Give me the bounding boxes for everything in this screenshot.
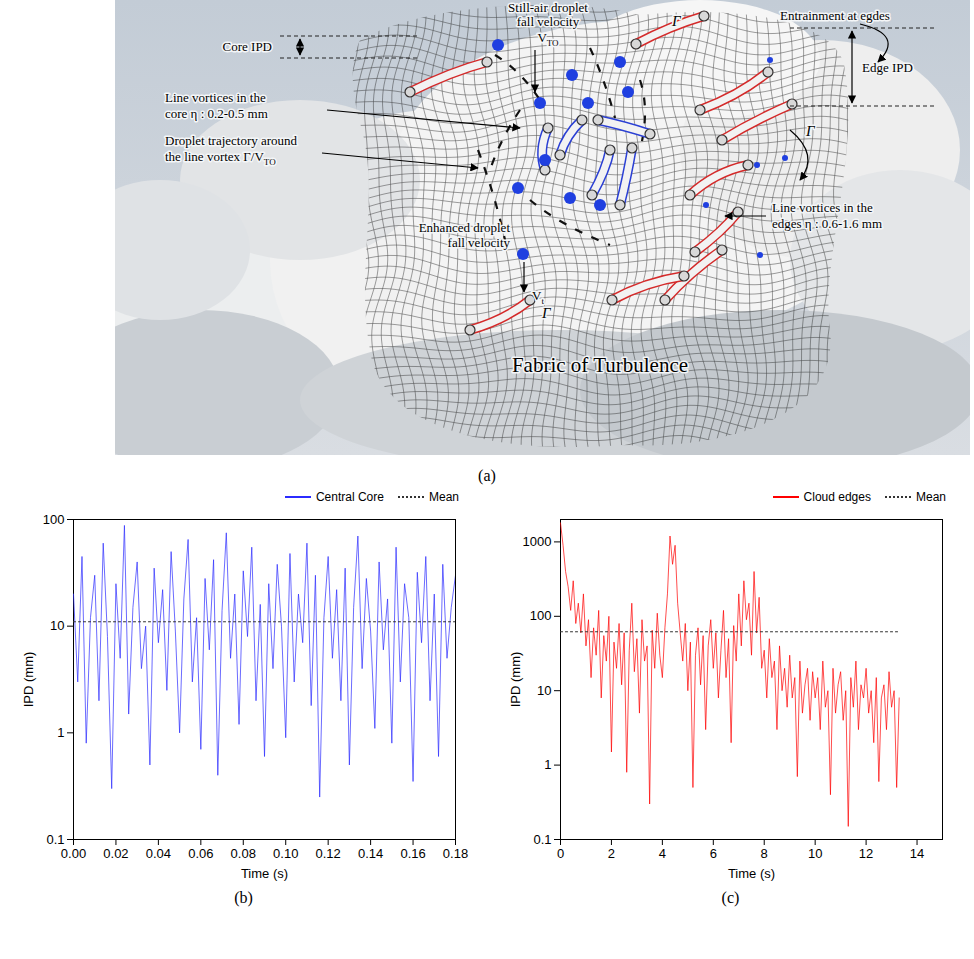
svg-text:1: 1	[544, 757, 551, 772]
svg-text:12: 12	[858, 846, 872, 861]
svg-text:Time (s): Time (s)	[727, 866, 774, 881]
svg-text:0.04: 0.04	[145, 846, 170, 861]
html-text:Central Core: Central Core	[315, 490, 384, 504]
svg-text:0.00: 0.00	[60, 846, 85, 861]
svg-text:0.02: 0.02	[103, 846, 128, 861]
svg-text:Enhanced droplet: Enhanced droplet	[419, 220, 511, 235]
svg-text:Time (s): Time (s)	[240, 866, 287, 881]
html-text:(c): (c)	[721, 889, 740, 906]
svg-text:IPD (mm): IPD (mm)	[507, 652, 522, 708]
svg-text:Core IPD: Core IPD	[223, 39, 272, 54]
svg-text:fall velocity: fall velocity	[448, 235, 511, 250]
svg-text:0.16: 0.16	[400, 846, 425, 861]
svg-text:fall velocity: fall velocity	[517, 14, 580, 29]
svg-text:6: 6	[709, 846, 716, 861]
svg-text:VTO: VTO	[537, 30, 559, 48]
svg-text:4: 4	[658, 846, 665, 861]
svg-text:edges η : 0.6-1.6 mm: edges η : 0.6-1.6 mm	[772, 216, 882, 231]
html-text:(b): (b)	[234, 889, 253, 906]
svg-text:0.1: 0.1	[46, 832, 64, 847]
svg-text:2: 2	[607, 846, 614, 861]
svg-text:Droplet trajectory around: Droplet trajectory around	[165, 133, 298, 148]
svg-text:the line vortex Γ/VTO: the line vortex Γ/VTO	[165, 149, 276, 167]
svg-text:100: 100	[529, 608, 551, 623]
svg-text:Γ: Γ	[805, 123, 816, 139]
svg-text:0.18: 0.18	[442, 846, 467, 861]
html-text:Mean: Mean	[429, 490, 459, 504]
svg-text:Fabric of Turbulence: Fabric of Turbulence	[512, 353, 688, 377]
svg-text:Still-air droplet: Still-air droplet	[508, 0, 588, 15]
svg-text:0: 0	[556, 846, 563, 861]
svg-text:100: 100	[42, 512, 64, 527]
html-text:Mean: Mean	[916, 490, 946, 504]
svg-text:0.08: 0.08	[230, 846, 255, 861]
svg-text:1000: 1000	[522, 534, 551, 549]
svg-text:Entrainment at egdes: Entrainment at egdes	[780, 8, 890, 23]
svg-text:Edge IPD: Edge IPD	[862, 60, 913, 75]
svg-text:10: 10	[807, 846, 821, 861]
svg-text:10: 10	[537, 683, 551, 698]
svg-text:10: 10	[50, 618, 64, 633]
svg-text:IPD (mm): IPD (mm)	[20, 652, 35, 708]
svg-text:1: 1	[57, 725, 64, 740]
svg-text:0.10: 0.10	[273, 846, 298, 861]
svg-text:Γ: Γ	[671, 13, 682, 29]
html-text:Cloud edges: Cloud edges	[803, 490, 871, 504]
svg-text:Γ: Γ	[541, 305, 552, 321]
svg-text:0.12: 0.12	[315, 846, 340, 861]
svg-text:8: 8	[760, 846, 767, 861]
svg-text:Line vortices in the: Line vortices in the	[165, 90, 266, 105]
svg-text:0.06: 0.06	[188, 846, 213, 861]
svg-text:Vt: Vt	[532, 288, 544, 306]
svg-text:Line vortices in the: Line vortices in the	[772, 200, 873, 215]
svg-text:14: 14	[909, 846, 923, 861]
svg-text:core η : 0.2-0.5 mm: core η : 0.2-0.5 mm	[165, 106, 268, 121]
svg-text:0.1: 0.1	[533, 832, 551, 847]
html-text:(a): (a)	[478, 467, 496, 484]
svg-text:0.14: 0.14	[357, 846, 382, 861]
